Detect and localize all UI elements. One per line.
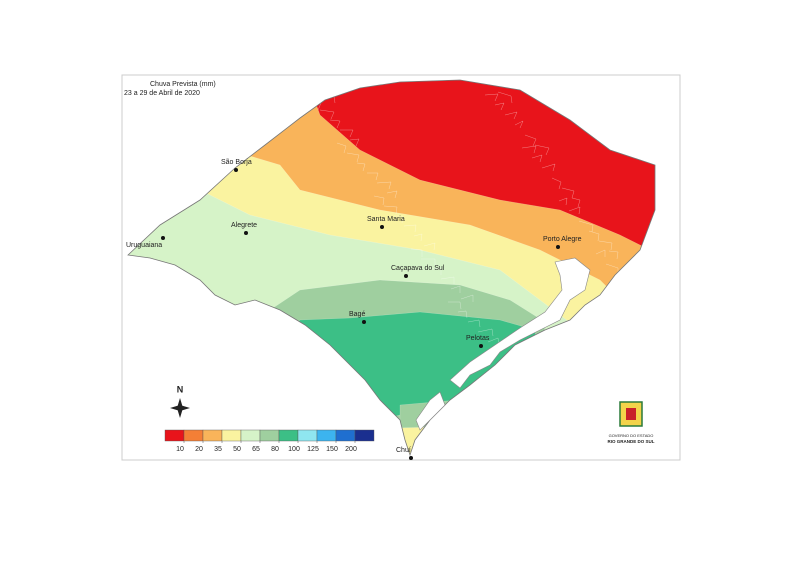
city-dot bbox=[362, 320, 366, 324]
municipal-border bbox=[598, 240, 613, 251]
city-dot bbox=[479, 344, 483, 348]
municipal-border bbox=[430, 267, 442, 275]
municipal-border bbox=[551, 177, 562, 190]
municipal-border bbox=[386, 190, 398, 199]
municipal-border bbox=[383, 205, 398, 215]
map-title: Chuva Prevista (mm) bbox=[150, 81, 216, 88]
municipal-border bbox=[421, 258, 436, 266]
city-dot bbox=[409, 456, 413, 460]
city-label: Caçapava do Sul bbox=[391, 265, 445, 272]
legend-tick-label: 35 bbox=[214, 446, 222, 453]
municipal-border bbox=[568, 206, 581, 215]
municipal-border bbox=[534, 144, 550, 156]
municipal-border bbox=[578, 220, 594, 233]
city-dot bbox=[404, 274, 408, 278]
legend-swatch bbox=[259, 429, 280, 442]
legend-tick-label: 125 bbox=[307, 446, 319, 453]
municipal-border bbox=[336, 142, 347, 154]
legend-tick-label: 200 bbox=[345, 446, 357, 453]
city-label: Alegrete bbox=[231, 222, 257, 229]
map-subtitle: 23 a 29 de Abril de 2020 bbox=[124, 90, 200, 97]
municipal-border bbox=[394, 215, 404, 224]
municipal-border bbox=[571, 197, 581, 208]
legend-swatch bbox=[202, 429, 223, 442]
legend-tick-label: 150 bbox=[326, 446, 338, 453]
municipal-border bbox=[367, 172, 379, 181]
municipal-border bbox=[521, 145, 537, 154]
legend-swatch bbox=[297, 429, 318, 442]
state-outline bbox=[127, 79, 656, 457]
municipal-border bbox=[440, 276, 455, 284]
municipal-border bbox=[531, 154, 543, 163]
city-label: Bagé bbox=[349, 311, 365, 318]
municipal-border bbox=[329, 119, 341, 129]
city-dot bbox=[234, 168, 238, 172]
legend-swatch bbox=[221, 429, 242, 442]
municipal-border bbox=[457, 310, 468, 319]
legend: 10 20 35 50 65 80 100 125 150 200 bbox=[164, 429, 375, 453]
municipal-border bbox=[376, 181, 392, 190]
municipal-border bbox=[340, 129, 354, 138]
legend-tick-label: 20 bbox=[195, 446, 203, 453]
municipal-border bbox=[504, 111, 518, 120]
legend-swatch bbox=[240, 429, 261, 442]
lagoon bbox=[449, 257, 591, 389]
municipal-border bbox=[608, 250, 619, 260]
municipal-border bbox=[467, 319, 481, 328]
logo-text: RIO GRANDE DO SUL bbox=[607, 439, 654, 444]
legend-tick-label: 10 bbox=[176, 446, 184, 453]
legend-swatch bbox=[183, 429, 204, 442]
municipal-border bbox=[541, 163, 556, 172]
municipal-border bbox=[410, 248, 423, 257]
city-label: Chuí bbox=[396, 447, 411, 454]
compass: N bbox=[170, 384, 190, 418]
legend-tick-label: 100 bbox=[288, 446, 300, 453]
municipal-border bbox=[373, 195, 385, 206]
city-dot bbox=[244, 231, 248, 235]
municipal-border bbox=[595, 249, 606, 257]
municipal-border bbox=[450, 285, 461, 293]
municipal-border bbox=[588, 230, 600, 242]
legend-tick-label: 50 bbox=[233, 446, 241, 453]
logo-text: GOVERNO DO ESTADO bbox=[609, 433, 654, 438]
city-dot bbox=[556, 245, 560, 249]
municipal-border bbox=[319, 109, 335, 120]
logo: GOVERNO DO ESTADO RIO GRANDE DO SUL bbox=[607, 401, 655, 444]
municipal-border bbox=[477, 328, 494, 337]
municipal-border bbox=[558, 197, 568, 206]
city-dot bbox=[380, 225, 384, 229]
legend-tick-label: 80 bbox=[271, 446, 279, 453]
legend-swatch bbox=[354, 429, 375, 442]
municipal-border bbox=[460, 294, 474, 302]
municipal-border bbox=[497, 91, 513, 104]
compass-label: N bbox=[177, 384, 184, 394]
municipal-border bbox=[423, 242, 436, 251]
city-dot bbox=[161, 236, 165, 240]
legend-swatch bbox=[164, 429, 185, 442]
legend-swatch bbox=[316, 429, 337, 442]
legend-swatch bbox=[335, 429, 356, 442]
municipal-border bbox=[514, 120, 524, 129]
cities: Uruguaiana São Borja Alegrete Santa Maria Ca… bbox=[126, 159, 582, 460]
municipal-border bbox=[413, 233, 423, 242]
legend-swatch bbox=[278, 429, 299, 442]
city-label: Uruguaiana bbox=[126, 242, 162, 249]
city-label: São Borja bbox=[221, 159, 252, 166]
municipal-border bbox=[356, 162, 366, 172]
city-label: Porto Alegre bbox=[543, 236, 582, 243]
legend-tick-label: 65 bbox=[252, 446, 260, 453]
city-label: Pelotas bbox=[466, 335, 490, 342]
municipal-border bbox=[561, 187, 575, 199]
municipal-border bbox=[484, 93, 499, 102]
municipal-border bbox=[448, 301, 462, 310]
lagoon bbox=[415, 391, 446, 431]
city-label: Santa Maria bbox=[367, 216, 405, 223]
municipal-border bbox=[403, 224, 417, 233]
municipal-border bbox=[494, 102, 505, 111]
municipal-border bbox=[349, 138, 360, 147]
municipal-border bbox=[346, 152, 360, 163]
municipal-border bbox=[524, 134, 537, 147]
